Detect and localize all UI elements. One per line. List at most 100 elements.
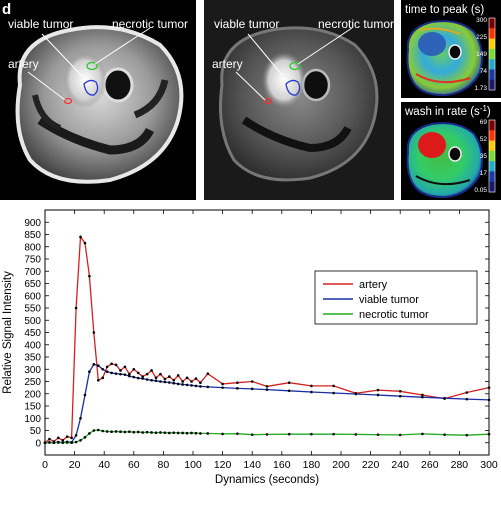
x-tick-label: 20 bbox=[69, 459, 81, 471]
data-point-necrotic bbox=[57, 441, 60, 444]
ttp-colorbar-segment bbox=[489, 38, 495, 50]
y-tick-label: 350 bbox=[24, 353, 41, 364]
data-point-artery bbox=[190, 380, 193, 383]
data-point-necrotic bbox=[376, 433, 380, 436]
data-point-artery bbox=[199, 381, 202, 385]
signal-intensity-chart: 0 20 40 60 80 100 120 140 160 180 200 220 240 260 280 3… bbox=[2, 209, 498, 486]
data-point-necrotic bbox=[74, 440, 78, 444]
data-point-artery bbox=[265, 385, 269, 388]
data-point-necrotic bbox=[83, 436, 87, 439]
data-point-viable bbox=[287, 389, 291, 393]
data-point-necrotic bbox=[61, 441, 65, 445]
x-tick-label: 260 bbox=[421, 459, 439, 471]
y-tick-label: 900 bbox=[24, 218, 41, 229]
ttp-scale-label: 74 bbox=[480, 68, 488, 75]
data-point-viable bbox=[265, 388, 269, 391]
ttp-colorbar-segment bbox=[489, 79, 495, 91]
data-point-viable bbox=[150, 378, 153, 382]
ttp-colorbar bbox=[488, 17, 496, 91]
data-point-artery bbox=[128, 372, 131, 376]
y-tick-label: 750 bbox=[24, 255, 41, 266]
wir-scale: 69 52 35 17 0.05 bbox=[474, 119, 487, 194]
y-tick-label: 50 bbox=[30, 426, 42, 437]
data-point-viable bbox=[74, 434, 78, 437]
data-point-necrotic bbox=[421, 432, 424, 436]
data-point-necrotic bbox=[136, 430, 140, 434]
artery-roi bbox=[63, 97, 73, 105]
x-tick-label: 80 bbox=[158, 459, 170, 471]
y-tick-label: 600 bbox=[24, 291, 41, 302]
data-point-artery bbox=[159, 372, 162, 376]
data-point-necrotic bbox=[114, 430, 118, 433]
data-point-viable bbox=[83, 393, 87, 397]
x-tick-label: 40 bbox=[98, 459, 110, 471]
y-tick-label: 400 bbox=[24, 340, 41, 351]
data-point-necrotic bbox=[92, 429, 96, 432]
data-point-artery bbox=[65, 435, 69, 438]
y-tick-label: 300 bbox=[24, 365, 41, 376]
data-point-artery bbox=[136, 371, 140, 375]
data-point-necrotic bbox=[145, 430, 149, 434]
data-point-necrotic bbox=[265, 433, 269, 436]
x-axis-label: Dynamics (seconds) bbox=[215, 474, 319, 486]
artery-pointer bbox=[27, 71, 66, 101]
time-to-peak-map: time to peak (s) 300 225 149 74 1.73 bbox=[401, 0, 501, 98]
data-point-necrotic bbox=[190, 431, 193, 435]
wir-colorbar-segment bbox=[489, 161, 495, 172]
data-point-artery bbox=[465, 391, 469, 394]
y-tick-label: 700 bbox=[24, 267, 41, 278]
data-point-artery bbox=[145, 372, 149, 376]
data-point-necrotic bbox=[48, 441, 51, 444]
data-point-necrotic bbox=[110, 430, 113, 434]
data-point-necrotic bbox=[52, 441, 56, 445]
data-point-artery bbox=[150, 369, 153, 372]
data-point-necrotic bbox=[398, 433, 402, 437]
data-point-viable bbox=[119, 372, 122, 376]
wir-scale-label: 69 bbox=[480, 119, 488, 126]
ttp-scale-label: 149 bbox=[476, 51, 487, 58]
data-point-viable bbox=[96, 364, 100, 367]
data-point-viable bbox=[141, 377, 144, 380]
data-point-artery bbox=[141, 375, 144, 378]
ttp-bone bbox=[448, 44, 462, 60]
muscle-dark-band-2 bbox=[32, 94, 62, 131]
data-point-necrotic bbox=[443, 433, 446, 436]
data-point-necrotic bbox=[199, 432, 202, 435]
wir-colorbar-segment bbox=[489, 130, 495, 142]
viable-pointer bbox=[41, 33, 83, 77]
data-point-artery bbox=[172, 378, 176, 382]
y-tick-label: 100 bbox=[24, 414, 41, 425]
data-point-viable bbox=[114, 372, 118, 375]
data-point-viable bbox=[136, 376, 140, 380]
x-tick-label: 240 bbox=[391, 459, 409, 471]
data-point-artery bbox=[310, 384, 313, 388]
artery-roi-2 bbox=[263, 97, 273, 105]
necrotic-pointer bbox=[94, 27, 151, 65]
data-point-artery bbox=[70, 436, 73, 440]
label-necrotic-tumor-2: necrotic tumor bbox=[318, 17, 394, 31]
data-point-necrotic bbox=[159, 431, 162, 434]
tumor-region bbox=[63, 52, 107, 108]
ttp-scale: 300 225 149 74 1.73 bbox=[474, 17, 487, 92]
label-viable-tumor: viable tumor bbox=[8, 17, 73, 31]
data-point-viable bbox=[145, 378, 149, 381]
data-point-artery bbox=[376, 388, 380, 392]
ttp-title: time to peak (s) bbox=[405, 4, 484, 16]
x-tick-label: 160 bbox=[273, 459, 291, 471]
x-tick-label: 300 bbox=[480, 459, 498, 471]
legend-label-necrotic: necrotic tumor bbox=[359, 309, 429, 321]
data-point-artery bbox=[123, 365, 127, 369]
data-point-necrotic bbox=[88, 432, 91, 435]
ttp-colorbar-segment bbox=[489, 18, 495, 29]
label-artery-2: artery bbox=[212, 57, 243, 71]
data-point-artery bbox=[168, 375, 171, 378]
data-point-artery bbox=[421, 393, 424, 397]
wir-colorbar-segment bbox=[489, 171, 495, 183]
data-point-artery bbox=[96, 378, 100, 382]
data-point-viable bbox=[172, 381, 176, 385]
artery-pointer-2 bbox=[235, 71, 266, 101]
viable-roi bbox=[83, 79, 99, 96]
panel-letter: d bbox=[2, 1, 11, 18]
data-point-necrotic bbox=[132, 430, 136, 434]
ttp-colorbar-segment bbox=[489, 69, 495, 81]
